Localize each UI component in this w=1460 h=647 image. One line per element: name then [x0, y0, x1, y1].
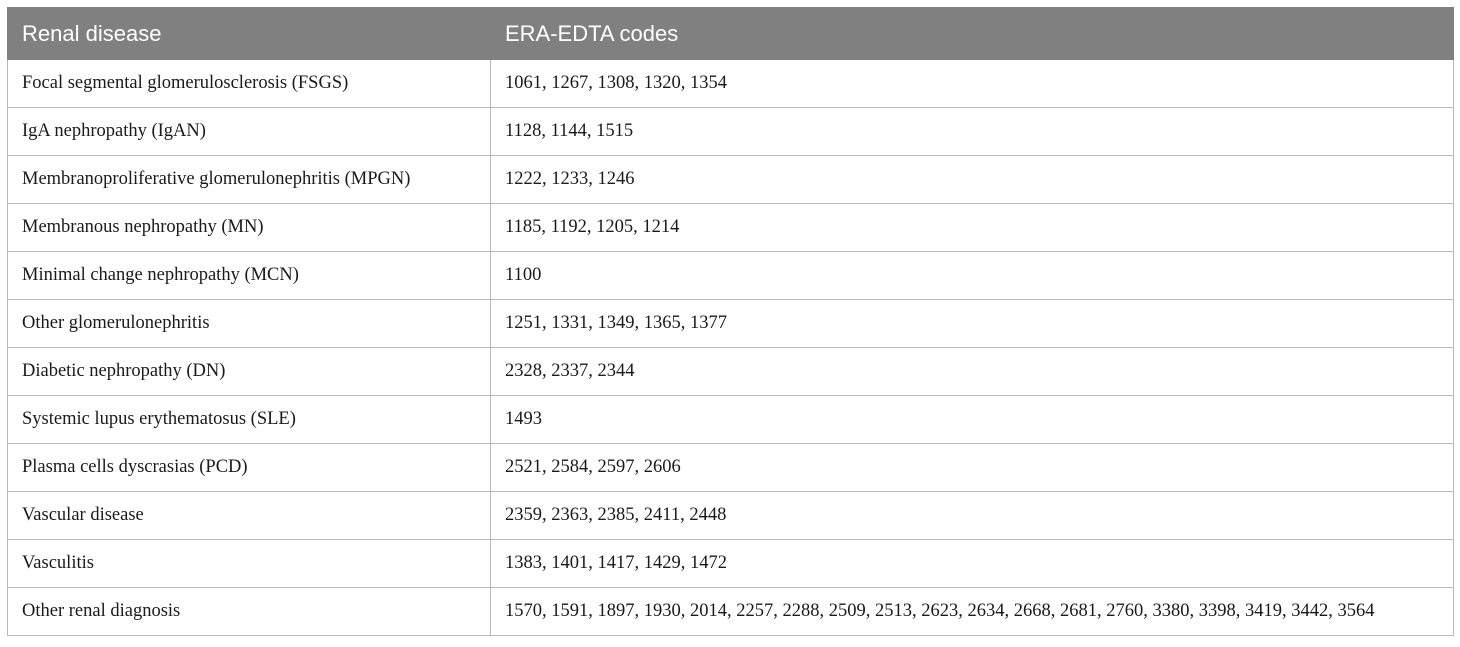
- codes-cell: 2359, 2363, 2385, 2411, 2448: [490, 491, 1454, 540]
- table-row: IgA nephropathy (IgAN) 1128, 1144, 1515: [7, 107, 1454, 156]
- disease-cell: Plasma cells dyscrasias (PCD): [7, 443, 491, 492]
- table-body: Focal segmental glomerulosclerosis (FSGS…: [7, 59, 1454, 636]
- disease-cell: Minimal change nephropathy (MCN): [7, 251, 491, 300]
- disease-cell: Focal segmental glomerulosclerosis (FSGS…: [7, 59, 491, 108]
- codes-cell: 1222, 1233, 1246: [490, 155, 1454, 204]
- renal-disease-codes-table: Renal disease ERA-EDTA codes Focal segme…: [7, 7, 1454, 636]
- disease-cell: Other renal diagnosis: [7, 587, 491, 636]
- codes-cell: 1570, 1591, 1897, 1930, 2014, 2257, 2288…: [490, 587, 1454, 636]
- codes-cell: 1185, 1192, 1205, 1214: [490, 203, 1454, 252]
- codes-cell: 2521, 2584, 2597, 2606: [490, 443, 1454, 492]
- disease-cell: Vascular disease: [7, 491, 491, 540]
- table-header: Renal disease ERA-EDTA codes: [7, 7, 1454, 60]
- table-row: Vascular disease 2359, 2363, 2385, 2411,…: [7, 491, 1454, 540]
- table-row: Vasculitis 1383, 1401, 1417, 1429, 1472: [7, 539, 1454, 588]
- disease-cell: Vasculitis: [7, 539, 491, 588]
- disease-cell: Membranoproliferative glomerulonephritis…: [7, 155, 491, 204]
- table-row: Membranous nephropathy (MN) 1185, 1192, …: [7, 203, 1454, 252]
- codes-cell: 1100: [490, 251, 1454, 300]
- table-row: Other glomerulonephritis 1251, 1331, 134…: [7, 299, 1454, 348]
- table-row: Plasma cells dyscrasias (PCD) 2521, 2584…: [7, 443, 1454, 492]
- header-row: Renal disease ERA-EDTA codes: [7, 7, 1454, 60]
- codes-cell: 1061, 1267, 1308, 1320, 1354: [490, 59, 1454, 108]
- table-row: Systemic lupus erythematosus (SLE) 1493: [7, 395, 1454, 444]
- disease-cell: Membranous nephropathy (MN): [7, 203, 491, 252]
- codes-cell: 2328, 2337, 2344: [490, 347, 1454, 396]
- disease-cell: Diabetic nephropathy (DN): [7, 347, 491, 396]
- codes-cell: 1493: [490, 395, 1454, 444]
- disease-cell: Other glomerulonephritis: [7, 299, 491, 348]
- table-row: Diabetic nephropathy (DN) 2328, 2337, 23…: [7, 347, 1454, 396]
- table-row: Membranoproliferative glomerulonephritis…: [7, 155, 1454, 204]
- codes-cell: 1251, 1331, 1349, 1365, 1377: [490, 299, 1454, 348]
- table-row: Focal segmental glomerulosclerosis (FSGS…: [7, 59, 1454, 108]
- codes-cell: 1128, 1144, 1515: [490, 107, 1454, 156]
- table-row: Other renal diagnosis 1570, 1591, 1897, …: [7, 587, 1454, 636]
- header-renal-disease: Renal disease: [7, 7, 491, 60]
- codes-cell: 1383, 1401, 1417, 1429, 1472: [490, 539, 1454, 588]
- table-row: Minimal change nephropathy (MCN) 1100: [7, 251, 1454, 300]
- header-era-edta-codes: ERA-EDTA codes: [490, 7, 1454, 60]
- disease-cell: IgA nephropathy (IgAN): [7, 107, 491, 156]
- renal-disease-table-container: Renal disease ERA-EDTA codes Focal segme…: [7, 7, 1454, 636]
- disease-cell: Systemic lupus erythematosus (SLE): [7, 395, 491, 444]
